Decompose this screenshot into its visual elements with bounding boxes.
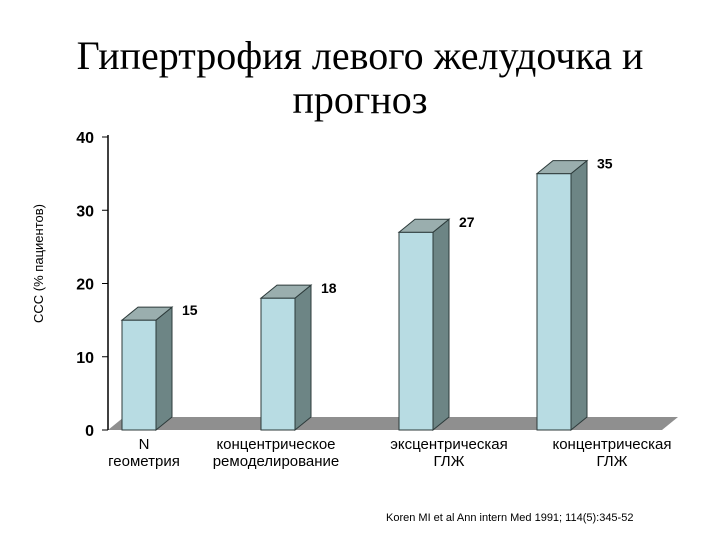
x-category-label: ГЛЖ (434, 453, 465, 470)
bar (536, 173, 572, 431)
data-label: 18 (321, 280, 337, 296)
bar-top (120, 306, 174, 321)
data-label: 27 (459, 214, 475, 230)
bar-top (259, 284, 313, 299)
bar (121, 319, 157, 431)
data-label: 35 (597, 156, 613, 172)
chart-floor (108, 417, 678, 430)
x-category-label: ГЛЖ (597, 453, 628, 470)
data-label: 15 (182, 302, 198, 318)
x-category-label: N (139, 436, 150, 453)
y-tick-label: 40 (76, 130, 94, 147)
x-category-label: концентрическая (552, 436, 671, 453)
y-tick-label: 0 (85, 423, 94, 440)
x-category-label: эксцентрическая (390, 436, 508, 453)
y-tick-label: 30 (76, 203, 94, 220)
chart-title-line-2: прогноз (292, 77, 428, 122)
bar-top (397, 218, 451, 233)
bar-side (294, 284, 312, 432)
x-category-label: геометрия (108, 453, 180, 470)
y-axis-label: ССС (% пациентов) (31, 204, 46, 323)
y-tick-label: 10 (76, 350, 94, 367)
x-category-label: концентрическое (216, 436, 335, 453)
bar-side (155, 306, 173, 432)
bar (260, 297, 296, 431)
x-category-label: ремоделирование (213, 453, 340, 470)
chart-title: Гипертрофия левого желудочка и прогноз (0, 34, 720, 122)
bar-side (570, 159, 588, 432)
chart-title-line-1: Гипертрофия левого желудочка и (76, 33, 644, 78)
bar-side (432, 218, 450, 432)
bar-top (535, 160, 589, 175)
citation: Koren MI et al Ann intern Med 1991; 114(… (386, 512, 634, 524)
y-tick-label: 20 (76, 277, 94, 294)
bar (398, 231, 434, 431)
